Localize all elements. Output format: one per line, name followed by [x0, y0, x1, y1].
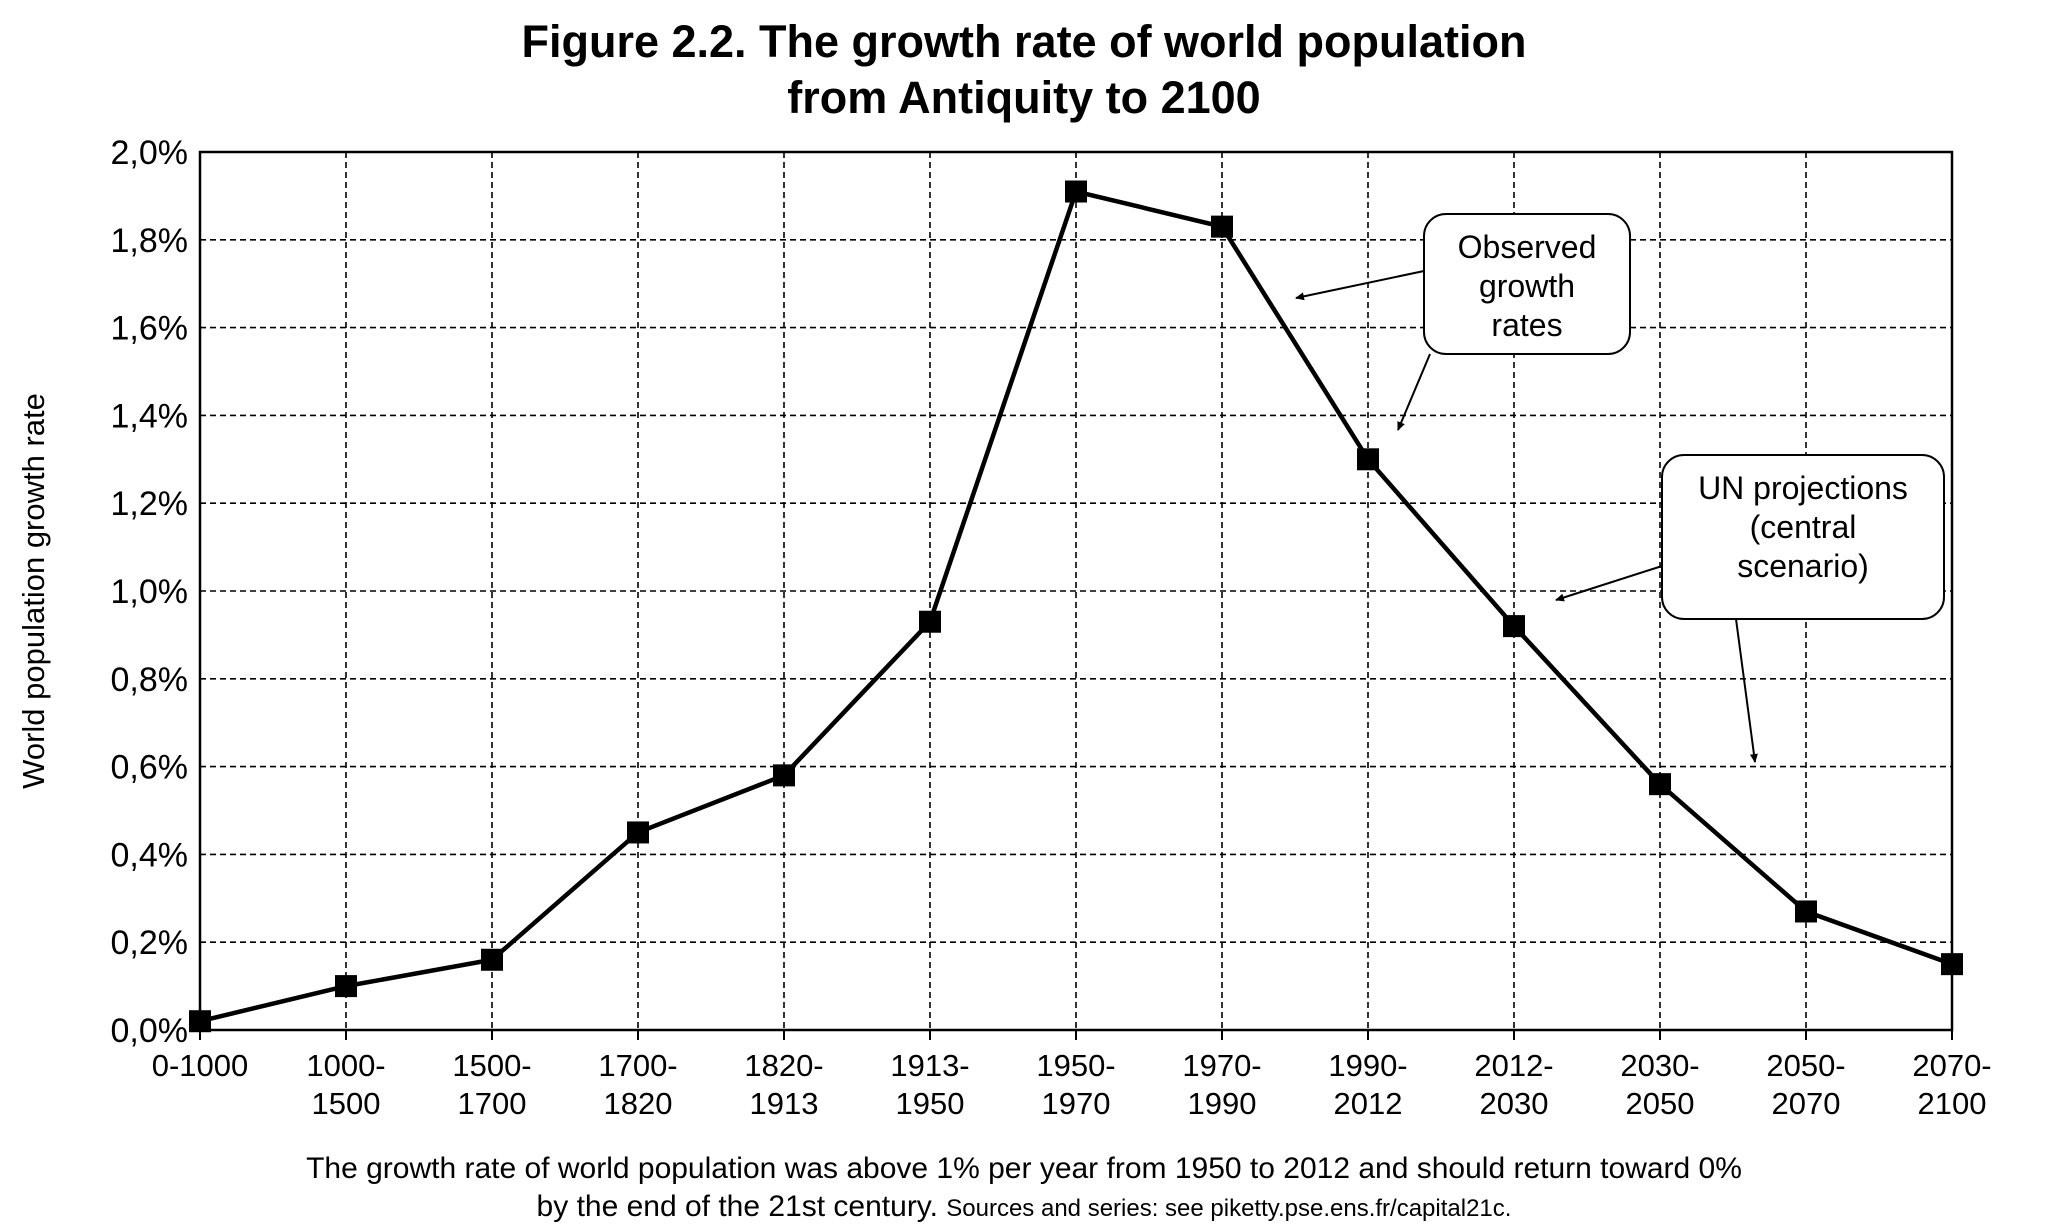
y-tick-label: 1,2% [111, 485, 189, 523]
x-tick-label: 2050 [1626, 1086, 1695, 1121]
y-tick-label: 2,0% [111, 134, 189, 172]
data-point-marker [1357, 448, 1379, 471]
x-tick-label: 2030- [1620, 1048, 1699, 1083]
x-tick-label: 1820 [604, 1086, 673, 1121]
caption-line-2-text: by the end of the 21st century. [536, 1190, 938, 1223]
line-chart: 0,0% 0,2% 0,4% 0,6% 0,8% 1,0% 1,2% 1,4% 1,6% 1,8%… [16, 134, 1992, 1121]
x-tick-label: 1913- [890, 1048, 969, 1083]
x-tick-label: 1820- [744, 1048, 823, 1083]
observed-callout-text: Observed [1458, 229, 1597, 265]
data-point-marker [481, 948, 503, 971]
observed-callout-box [1423, 213, 1631, 355]
projections-callout-box [1661, 454, 1945, 620]
y-tick-label: 0,0% [111, 1012, 189, 1050]
chart-title-line-1: Figure 2.2. The growth rate of world pop… [521, 16, 1527, 67]
x-tick-label: 1950 [896, 1086, 965, 1121]
chart-caption: The growth rate of world population was … [0, 1150, 2048, 1228]
y-tick-label: 0,6% [111, 749, 189, 787]
data-point-marker [1065, 180, 1087, 203]
data-point-marker [919, 610, 941, 633]
projections-callout-text: scenario) [1737, 548, 1869, 584]
x-tick-label: 1700- [598, 1048, 677, 1083]
data-point-marker [1503, 615, 1525, 638]
observed-callout-text: rates [1491, 307, 1562, 343]
projections-callout-arrow [1735, 618, 1758, 763]
observed-callout-arrow [1397, 353, 1431, 431]
projections-callout-arrow [1555, 565, 1663, 602]
x-tick-label: 2070 [1772, 1086, 1841, 1121]
caption-line-1: The growth rate of world population was … [306, 1152, 1742, 1185]
x-tick-label: 0-1000 [152, 1048, 249, 1083]
projections-callout-text: UN projections [1698, 470, 1908, 506]
x-tick-label: 1970 [1042, 1086, 1111, 1121]
x-tick-label: 2070- [1912, 1048, 1991, 1083]
data-point-marker [335, 975, 357, 998]
x-tick-label: 2100 [1918, 1086, 1987, 1121]
x-tick-label: 2012 [1334, 1086, 1403, 1121]
observed-callout-arrow [1295, 270, 1425, 301]
observed-callout-text: growth [1479, 268, 1575, 304]
x-tick-label: 2030 [1480, 1086, 1549, 1121]
x-tick-label: 1913 [750, 1086, 819, 1121]
y-axis-label: World population growth rate [16, 393, 51, 789]
chart-title-line-2: from Antiquity to 2100 [787, 72, 1261, 123]
y-tick-label: 0,8% [111, 661, 189, 699]
y-tick-label: 1,8% [111, 222, 189, 260]
data-point-marker [627, 821, 649, 844]
projections-callout-text: (central [1750, 509, 1857, 545]
x-tick-label: 1990 [1188, 1086, 1257, 1121]
chart-title: Figure 2.2. The growth rate of world pop… [0, 14, 2048, 126]
x-tick-label: 1500- [452, 1048, 531, 1083]
caption-line-2: by the end of the 21st century. Sources … [0, 1188, 2048, 1228]
data-point-marker [1795, 900, 1817, 923]
y-tick-label: 1,4% [111, 397, 189, 435]
caption-sources: Sources and series: see piketty.pse.ens.… [946, 1195, 1512, 1222]
x-tick-label: 1500 [312, 1086, 381, 1121]
x-tick-label: 1990- [1328, 1048, 1407, 1083]
x-tick-label: 1000- [306, 1048, 385, 1083]
data-point-marker [189, 1010, 211, 1033]
x-tick-label: 1970- [1182, 1048, 1261, 1083]
data-point-marker [1941, 953, 1963, 976]
x-tick-label: 2012- [1474, 1048, 1553, 1083]
y-tick-label: 1,0% [111, 573, 189, 611]
x-tick-label: 2050- [1766, 1048, 1845, 1083]
x-tick-label: 1700 [458, 1086, 527, 1121]
y-tick-label: 0,2% [111, 924, 189, 962]
y-tick-label: 1,6% [111, 310, 189, 348]
y-tick-label: 0,4% [111, 836, 189, 874]
data-point-marker [1211, 215, 1233, 238]
data-point-marker [773, 764, 795, 787]
data-point-marker [1649, 773, 1671, 796]
x-tick-label: 1950- [1036, 1048, 1115, 1083]
